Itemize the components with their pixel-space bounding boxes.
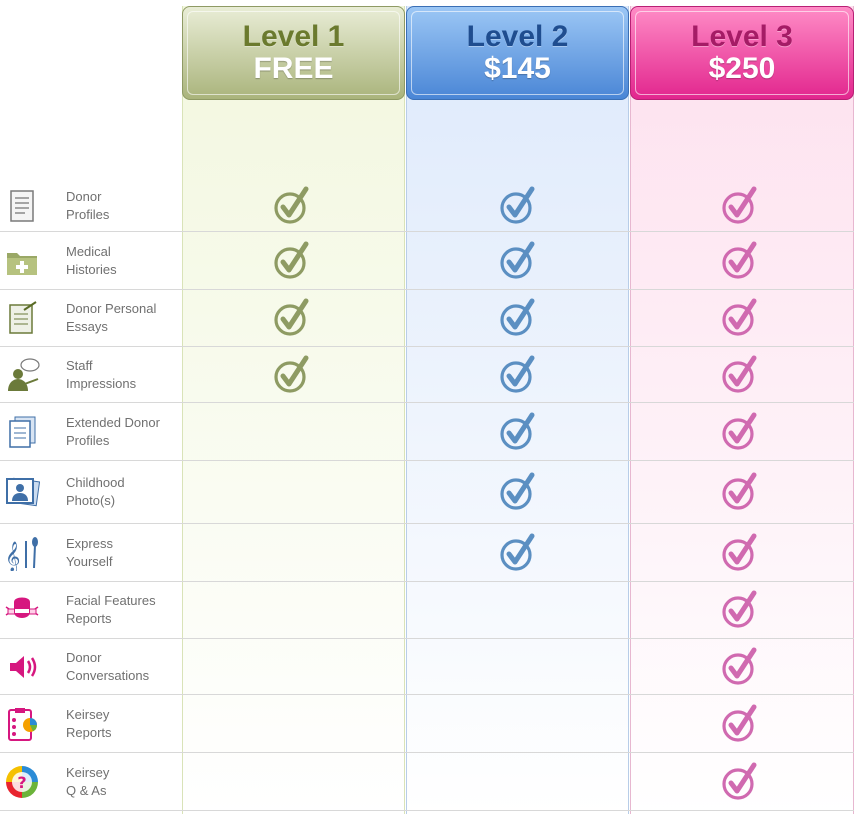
feature-label-line-2: Conversations bbox=[66, 667, 150, 683]
checkmark-icon bbox=[720, 298, 760, 338]
feature-row: Medical Histories bbox=[0, 232, 854, 290]
checkmark-icon bbox=[720, 762, 760, 802]
level-1-header[interactable]: Level 1 FREE bbox=[182, 6, 405, 100]
checkmark-icon bbox=[720, 647, 760, 687]
checkmark-icon bbox=[498, 472, 538, 512]
checkmark-icon bbox=[720, 590, 760, 630]
photos-icon bbox=[4, 474, 41, 510]
feature-label: Donor Profiles bbox=[66, 188, 178, 224]
svg-text:?: ? bbox=[17, 773, 26, 792]
feature-row: Facial Features Reports bbox=[0, 582, 854, 639]
level-1-column bbox=[182, 6, 405, 814]
feature-label-line-1: Staff bbox=[66, 357, 93, 373]
feature-row: Donor Profiles bbox=[0, 180, 854, 232]
feature-label-line-1: Keirsey bbox=[66, 764, 110, 780]
level-3-header[interactable]: Level 3 $250 bbox=[630, 6, 854, 100]
feature-label-line-2: Impressions bbox=[66, 375, 137, 391]
feature-label-line-2: Histories bbox=[66, 261, 117, 277]
feature-label-line-1: Extended Donor bbox=[66, 414, 160, 430]
level-2-title: Level 2 bbox=[466, 20, 569, 53]
feature-label-line-1: Donor bbox=[66, 188, 102, 204]
feature-label: Express Yourself bbox=[66, 535, 178, 571]
medical-folder-icon bbox=[4, 243, 40, 279]
question-icon: ? bbox=[4, 764, 40, 800]
feature-row: Donor Conversations bbox=[0, 639, 854, 695]
checkmark-icon bbox=[720, 412, 760, 452]
art-tools-icon: 𝄞 bbox=[4, 535, 40, 573]
feature-label-line-2: Q & As bbox=[66, 782, 107, 798]
feature-label-line-2: Essays bbox=[66, 319, 108, 334]
feature-row: Staff Impressions bbox=[0, 347, 854, 403]
checkmark-icon bbox=[498, 412, 538, 452]
feature-label: Extended Donor Profiles bbox=[66, 414, 178, 450]
feature-label-line-1: Donor Personal bbox=[66, 301, 157, 316]
feature-label-line-1: Facial Features bbox=[66, 593, 156, 608]
feature-label: Donor Conversations bbox=[66, 649, 178, 685]
level-1-price: FREE bbox=[253, 52, 334, 85]
checkmark-icon bbox=[720, 533, 760, 573]
checkmark-icon bbox=[272, 186, 312, 226]
document-icon bbox=[4, 188, 40, 224]
feature-label-line-1: Donor bbox=[66, 649, 102, 665]
speaker-icon bbox=[4, 649, 40, 685]
checkmark-icon bbox=[498, 533, 538, 573]
checkmark-icon bbox=[720, 186, 760, 226]
level-2-price: $145 bbox=[484, 52, 551, 85]
checkmark-icon bbox=[720, 241, 760, 281]
feature-label: Staff Impressions bbox=[66, 357, 178, 393]
feature-label-line-2: Profiles bbox=[66, 206, 110, 222]
checkmark-icon bbox=[720, 355, 760, 395]
feature-label-line-2: Yourself bbox=[66, 553, 113, 569]
feature-label-line-2: Profiles bbox=[66, 432, 110, 448]
multi-document-icon bbox=[4, 414, 40, 450]
level-3-column bbox=[630, 6, 854, 814]
feature-row: Childhood Photo(s) bbox=[0, 461, 854, 524]
feature-label-line-2: Reports bbox=[66, 724, 112, 740]
feature-label-line-2: Photo(s) bbox=[66, 493, 116, 508]
feature-row: Keirsey Reports bbox=[0, 695, 854, 753]
essay-icon bbox=[4, 300, 40, 336]
checkmark-icon bbox=[498, 241, 538, 281]
checkmark-icon bbox=[272, 241, 312, 281]
feature-label: Keirsey Q & As bbox=[66, 764, 178, 800]
checkmark-icon bbox=[498, 355, 538, 395]
level-3-price: $250 bbox=[708, 52, 776, 85]
feature-label-line-1: Medical bbox=[66, 243, 111, 259]
staff-speech-icon bbox=[4, 357, 40, 393]
feature-label-line-2: Reports bbox=[66, 611, 112, 626]
feature-row: ? Keirsey Q & As bbox=[0, 753, 854, 811]
checkmark-icon bbox=[720, 472, 760, 512]
level-3-title: Level 3 bbox=[691, 20, 793, 53]
svg-text:𝄞: 𝄞 bbox=[5, 541, 20, 571]
face-icon bbox=[4, 592, 40, 628]
clipboard-chart-icon bbox=[4, 706, 40, 742]
level-2-header[interactable]: Level 2 $145 bbox=[406, 6, 629, 100]
feature-label: Donor Personal Essays bbox=[66, 300, 178, 336]
feature-label: Childhood Photo(s) bbox=[66, 474, 178, 510]
feature-label-line-1: Express bbox=[66, 535, 113, 551]
feature-label: Keirsey Reports bbox=[66, 706, 178, 742]
level-2-column bbox=[406, 6, 629, 814]
feature-label: Facial Features Reports bbox=[66, 592, 178, 628]
checkmark-icon bbox=[272, 298, 312, 338]
feature-row: 𝄞 Express Yourself bbox=[0, 524, 854, 582]
checkmark-icon bbox=[498, 298, 538, 338]
feature-label-line-1: Keirsey bbox=[66, 706, 110, 722]
level-1-title: Level 1 bbox=[242, 20, 345, 53]
feature-label: Medical Histories bbox=[66, 243, 178, 279]
feature-label-line-1: Childhood bbox=[66, 475, 125, 490]
feature-row: Donor Personal Essays bbox=[0, 290, 854, 347]
checkmark-icon bbox=[720, 704, 760, 744]
checkmark-icon bbox=[272, 355, 312, 395]
checkmark-icon bbox=[498, 186, 538, 226]
feature-row: Extended Donor Profiles bbox=[0, 403, 854, 461]
